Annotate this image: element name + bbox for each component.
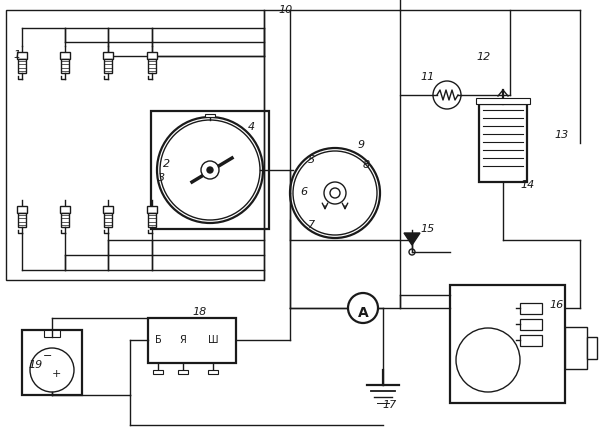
Circle shape [324,182,346,204]
Circle shape [157,117,263,223]
Bar [103,52,113,59]
Text: 15: 15 [420,224,435,234]
Text: 4: 4 [248,122,255,132]
Bar [22,330,82,395]
Text: Ш: Ш [208,335,218,345]
Circle shape [30,348,74,392]
Bar [17,52,27,59]
Text: 3: 3 [158,173,165,183]
Circle shape [201,161,219,179]
Bar [565,327,587,369]
Bar [587,337,597,359]
Text: A: A [358,306,368,320]
Text: 10: 10 [278,5,292,15]
Bar [153,370,163,374]
Bar [520,303,542,314]
Bar [44,330,60,337]
Bar [60,52,70,59]
Circle shape [330,188,340,198]
Polygon shape [404,233,420,245]
Text: 11: 11 [420,72,435,82]
Bar [479,104,527,182]
Text: 7: 7 [308,220,315,230]
Text: 8: 8 [363,160,370,170]
Text: 18: 18 [192,307,206,317]
Text: 12: 12 [476,52,490,62]
Text: Я: Я [180,335,186,345]
Circle shape [160,120,260,220]
Bar [147,206,157,213]
Bar [151,111,269,229]
Text: 13: 13 [554,130,569,140]
Text: 2: 2 [163,159,170,169]
Circle shape [456,328,520,392]
Circle shape [348,293,378,323]
Bar [104,59,112,73]
Text: −: − [43,351,53,361]
Text: 19: 19 [28,360,42,370]
Bar [18,213,26,227]
Bar [6,10,264,280]
Bar [61,59,69,73]
Text: 9: 9 [358,140,365,150]
Text: Б: Б [154,335,162,345]
Bar [60,206,70,213]
Bar [520,319,542,330]
Text: +: + [51,369,61,379]
Bar [208,370,218,374]
Bar [450,285,565,403]
Bar [148,213,156,227]
Circle shape [433,81,461,109]
Text: 6: 6 [300,187,307,197]
Bar [148,59,156,73]
Circle shape [290,148,380,238]
Bar [148,318,236,363]
Circle shape [207,167,213,173]
Bar [18,59,26,73]
Text: 16: 16 [549,300,563,310]
Bar [103,206,113,213]
Circle shape [293,151,377,235]
Text: 14: 14 [520,180,534,190]
Bar [104,213,112,227]
Bar [17,206,27,213]
Bar [178,370,188,374]
Text: 17: 17 [382,400,396,410]
Bar [61,213,69,227]
Text: 1: 1 [13,50,20,60]
Bar [520,335,542,346]
Bar [476,98,530,104]
Text: 5: 5 [308,155,315,165]
Bar [147,52,157,59]
Bar [205,114,215,117]
